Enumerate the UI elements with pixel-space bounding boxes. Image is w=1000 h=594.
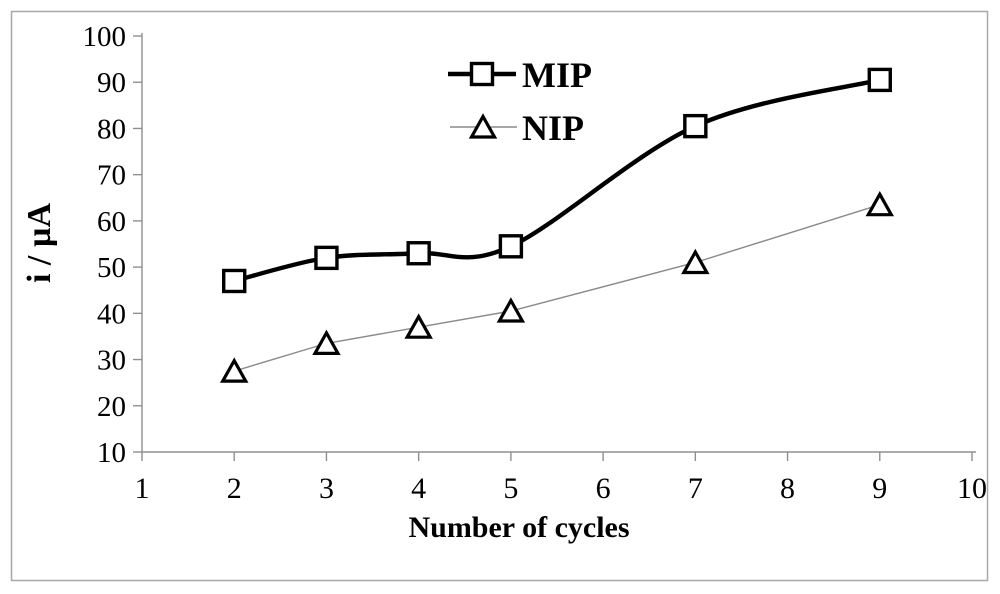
- x-tick-label: 10: [957, 472, 987, 505]
- x-axis-title: Number of cycles: [408, 511, 629, 544]
- y-tick-label: 50: [97, 252, 126, 284]
- y-tick-label: 30: [97, 345, 126, 377]
- y-tick-label: 70: [97, 160, 126, 192]
- nip-marker-triangle: [681, 248, 710, 275]
- mip-marker-square: [222, 268, 247, 294]
- series: [219, 67, 895, 383]
- mip-legend-square-icon: [469, 61, 495, 87]
- nip-legend-label: NIP: [522, 108, 584, 148]
- nip-marker-triangle: [865, 190, 895, 217]
- mip-marker-square: [314, 245, 339, 271]
- y-axis-title: i / µA: [21, 203, 58, 283]
- mip-legend-label: MIP: [522, 55, 592, 95]
- y-tick-label: 40: [97, 298, 126, 330]
- x-tick-label: 7: [688, 472, 703, 505]
- nip-marker-triangle: [404, 313, 433, 339]
- x-tick-label: 2: [227, 472, 242, 505]
- x-tick-label: 1: [135, 472, 150, 505]
- figure-border: [10, 10, 989, 582]
- mip-marker-square: [683, 113, 708, 139]
- y-tick-label: 100: [83, 21, 127, 53]
- y-tick-label: 10: [97, 437, 126, 469]
- x-tick-label: 8: [780, 472, 795, 505]
- x-tick-label: 6: [596, 472, 611, 505]
- nip-marker-triangle: [496, 297, 526, 323]
- mip-marker-square: [498, 234, 524, 259]
- x-tick-label: 3: [319, 472, 334, 505]
- y-tick-label: 60: [97, 206, 126, 238]
- y-tick-label: 80: [97, 113, 126, 145]
- legend: MIP NIP: [448, 55, 592, 148]
- x-tick-label: 4: [411, 472, 426, 505]
- x-tick-label: 9: [872, 472, 887, 505]
- mip-marker-square: [867, 67, 892, 93]
- x-tick-label: 5: [503, 472, 518, 505]
- nip-legend-triangle-icon: [468, 113, 498, 139]
- y-tick-label: 20: [97, 391, 126, 423]
- y-tick-label: 90: [97, 67, 126, 99]
- nip-marker-triangle: [312, 329, 341, 355]
- nip-marker-triangle: [219, 357, 249, 383]
- mip-marker-square: [406, 241, 431, 266]
- nip-series-line: [234, 204, 880, 372]
- axes: 10 20 30 40 50 60 70 80 90 100 1 2 3 4 5 6 7 8 9 10: [83, 21, 988, 505]
